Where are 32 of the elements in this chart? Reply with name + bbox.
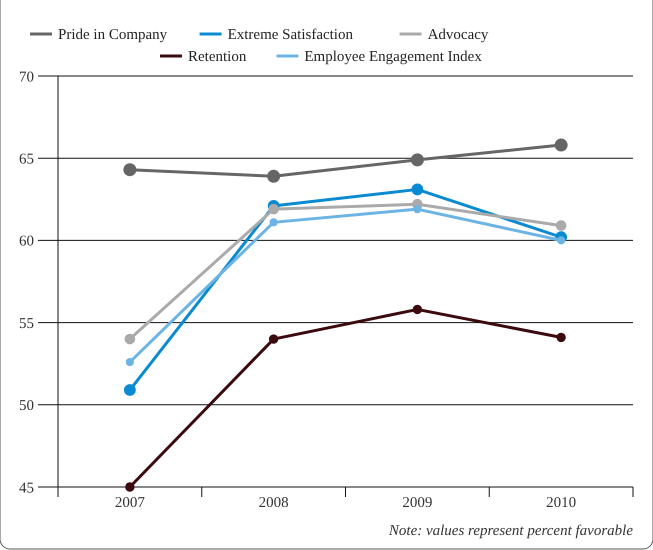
point [124,334,136,344]
point [123,163,136,176]
point [125,482,135,492]
legend-label: Advocacy [428,27,489,43]
text: Note: values represent percent favorable [388,523,634,539]
y-tick-label: 65 [19,151,34,168]
point [556,332,566,342]
point [554,138,568,152]
y-tick-label: 55 [19,316,34,332]
point [267,170,280,183]
y-tick-label: 70 [19,69,34,86]
point [126,358,134,366]
point [413,205,422,214]
y-tick-label: 50 [19,398,34,414]
x-tick-label: 2008 [258,495,289,511]
y-tick-label: 45 [19,480,34,496]
legend-label: Extreme Satisfaction [228,27,354,43]
point [556,220,566,231]
point [124,384,136,396]
x-tick-label: 2007 [114,495,146,511]
y-tick-label: 60 [19,234,34,250]
point [270,218,278,226]
point [268,204,279,214]
point [268,334,278,344]
legend-label: Employee Engagement Index [304,49,482,65]
point [410,153,424,166]
x-tick-label: 2010 [546,495,576,511]
legend-label: Retention [188,49,247,65]
x-tick-label: 2009 [402,495,432,511]
legend-label: Pride in Company [58,27,168,43]
point [411,184,424,196]
point [412,304,422,314]
